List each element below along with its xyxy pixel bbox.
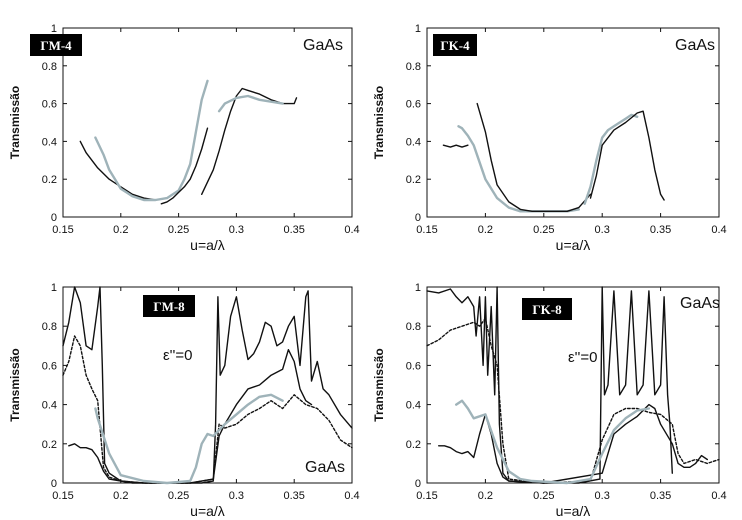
y-axis-label: Transmissão [372,86,386,159]
series-line-1 [442,144,469,148]
y-tick-label: 0.8 [42,321,57,333]
series-line-3 [68,349,313,484]
x-tick-label: 0.35 [650,490,671,502]
x-tick-label: 0.25 [168,224,189,236]
x-tick-label: 0.2 [113,224,128,236]
x-tick-label: 0.2 [478,490,493,502]
y-tick-label: 0.2 [406,174,421,186]
y-tick-label: 0.6 [42,99,57,111]
series-line-2 [62,335,353,484]
y-axis-label: Transmissão [372,348,386,421]
y-tick-label: 0.4 [42,400,57,412]
series-line-2 [426,317,720,484]
x-tick-label: 0.25 [533,490,554,502]
series-line-3 [476,102,592,212]
epsilon-annotation: ε''=0 [163,347,193,364]
y-tick-label: 1 [51,23,57,35]
y-tick-label: 0.2 [42,439,57,451]
y-tick-label: 0.2 [42,174,57,186]
y-tick-label: 1 [415,282,421,294]
panel-badge-label: ΓK-8 [532,302,562,317]
series-line-3 [438,403,708,484]
series-line-4 [94,393,284,485]
chart-panel-2: 0.15 0.2 0.25 0.3 0.35 0.4 0 0.2 0.4 0.6 0.8 1 u=a/λ… [372,23,727,253]
series-line-1 [62,286,353,484]
panel-badge [522,298,572,320]
panel-badge-label: ΓK-4 [440,38,470,53]
x-axis-label: u=a/λ [190,503,225,519]
epsilon-annotation: ε''=0 [568,349,598,366]
series-line-4 [583,113,639,205]
chart-panel-1: 0.15 0.2 0.25 0.3 0.35 0.4 0 0.2 0.4 0.6 0.8 1 u=a/λ… [8,23,360,253]
plot-frame [62,286,353,484]
x-tick-label: 0.25 [533,224,554,236]
y-tick-label: 0.4 [406,400,421,412]
x-tick-label: 0.3 [229,224,244,236]
panel-badge [143,295,195,317]
y-tick-label: 0.2 [406,439,421,451]
x-tick-label: 0.35 [283,224,304,236]
y-axis-label: Transmissão [8,348,22,421]
x-tick-label: 0.25 [168,490,189,502]
x-tick-label: 0.15 [416,490,437,502]
x-axis-label: u=a/λ [190,237,225,253]
plot-frame [426,27,720,218]
y-tick-label: 1 [415,23,421,35]
y-tick-label: 0.4 [42,136,57,148]
y-tick-label: 0.8 [406,61,421,73]
x-tick-label: 0.3 [595,224,610,236]
x-axis-label: u=a/λ [556,503,591,519]
material-label: GaAs [303,37,343,54]
series-line-5 [589,110,665,201]
panel-badge [433,34,477,56]
y-tick-label: 0 [51,478,57,490]
x-tick-label: 0.3 [229,490,244,502]
series-line-3 [160,127,209,205]
y-tick-label: 0.8 [42,61,57,73]
x-tick-label: 0.35 [283,490,304,502]
y-tick-label: 0.6 [406,360,421,372]
panel-badge-label: ΓM-4 [40,38,72,53]
x-tick-label: 0.4 [344,224,359,236]
x-tick-label: 0.4 [711,224,726,236]
chart-panel-3: 0.15 0.2 0.25 0.3 0.35 0.4 0 0.2 0.4 0.6 0.8 1 u=a/λ… [8,282,360,519]
x-tick-label: 0.15 [52,490,73,502]
x-tick-label: 0.15 [52,224,73,236]
y-axis-label: Transmissão [8,86,22,159]
x-tick-label: 0.15 [416,224,437,236]
panel-badge-label: ΓM-8 [153,299,185,314]
x-tick-label: 0.4 [344,490,359,502]
y-tick-label: 0.6 [406,99,421,111]
x-axis-label: u=a/λ [556,237,591,253]
material-label: GaAs [305,459,345,476]
y-tick-label: 0.8 [406,321,421,333]
plot-frame [62,27,353,218]
series-line-4 [455,399,651,485]
series-line-5 [217,94,284,113]
x-tick-label: 0.2 [478,224,493,236]
material-label: GaAs [675,37,715,54]
x-tick-label: 0.35 [650,224,671,236]
chart-panel-4: 0.15 0.2 0.25 0.3 0.35 0.4 0 0.2 0.4 0.6 0.8 1 u=a/λ… [372,282,727,519]
x-tick-label: 0.4 [711,490,726,502]
y-tick-label: 0 [51,212,57,224]
y-tick-label: 0.4 [406,136,421,148]
series-line-2 [94,79,209,202]
y-tick-label: 0.6 [42,360,57,372]
material-label: GaAs [680,295,720,312]
y-tick-label: 1 [51,282,57,294]
x-tick-label: 0.3 [595,490,610,502]
panel-badge [30,34,82,56]
series-line-2 [457,125,580,213]
y-tick-label: 0 [415,478,421,490]
y-tick-label: 0 [415,212,421,224]
x-tick-label: 0.2 [113,490,128,502]
